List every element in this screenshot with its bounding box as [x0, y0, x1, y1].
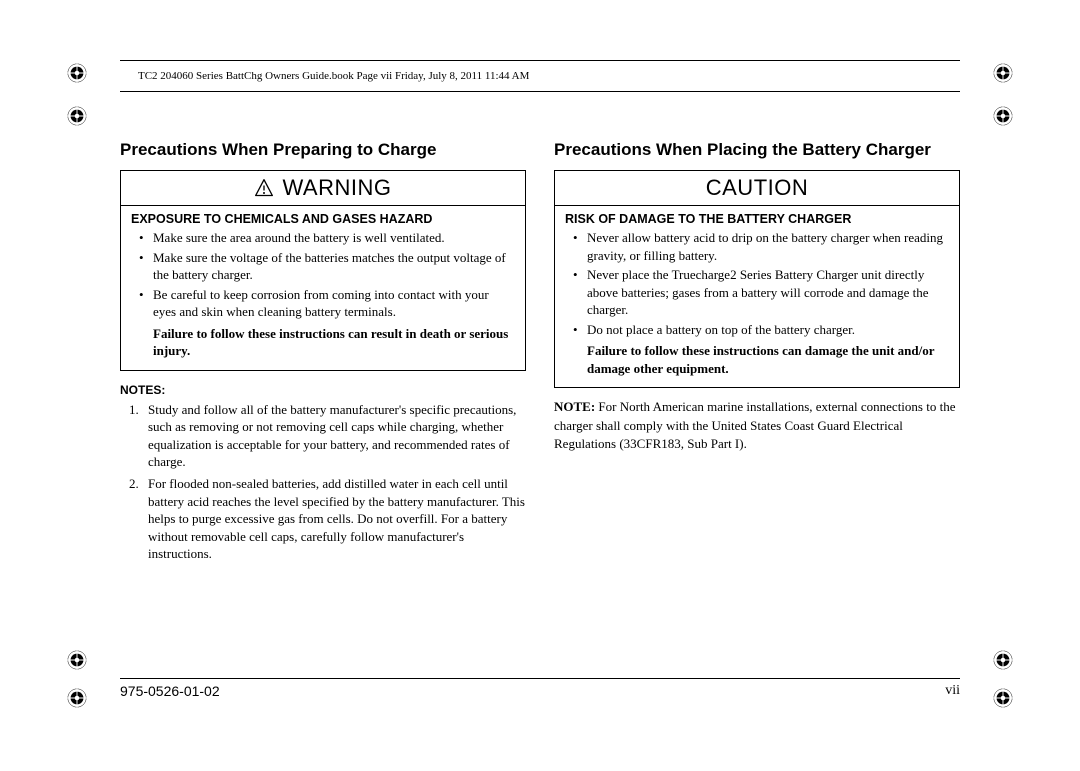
marine-note: NOTE: For North American marine installa…: [554, 398, 960, 453]
notes-label: NOTES:: [120, 383, 526, 397]
crop-mark-icon: [66, 105, 88, 127]
warning-header: WARNING: [121, 171, 525, 206]
caution-title: CAUTION: [706, 175, 809, 201]
crop-mark-icon: [66, 649, 88, 671]
crop-mark-icon: [66, 687, 88, 709]
warning-subheading: EXPOSURE TO CHEMICALS AND GASES HAZARD: [131, 212, 515, 226]
caution-header: CAUTION: [555, 171, 959, 206]
list-item: Never allow battery acid to drip on the …: [587, 229, 949, 264]
notes-list: Study and follow all of the battery manu…: [120, 401, 526, 563]
crop-mark-icon: [992, 687, 1014, 709]
list-item: For flooded non-sealed batteries, add di…: [142, 475, 526, 563]
list-item: Make sure the area around the battery is…: [153, 229, 515, 247]
list-item: Be careful to keep corrosion from coming…: [153, 286, 515, 321]
crop-mark-icon: [992, 649, 1014, 671]
caution-bullets: Never allow battery acid to drip on the …: [565, 229, 949, 338]
left-column: Precautions When Preparing to Charge WAR…: [120, 140, 526, 567]
list-item: Make sure the voltage of the batteries m…: [153, 249, 515, 284]
crop-mark-icon: [992, 105, 1014, 127]
header-rule: [120, 91, 960, 92]
page-number: vii: [945, 683, 960, 699]
section-heading-placing: Precautions When Placing the Battery Cha…: [554, 140, 960, 160]
warning-callout: WARNING EXPOSURE TO CHEMICALS AND GASES …: [120, 170, 526, 371]
caution-subheading: RISK OF DAMAGE TO THE BATTERY CHARGER: [565, 212, 949, 226]
footer-rule: [120, 678, 960, 679]
warning-consequence: Failure to follow these instructions can…: [131, 325, 515, 360]
note-text: For North American marine installations,…: [554, 399, 955, 450]
warning-title: WARNING: [282, 175, 391, 201]
list-item: Study and follow all of the battery manu…: [142, 401, 526, 471]
page-body: Precautions When Preparing to Charge WAR…: [120, 140, 960, 701]
running-head: TC2 204060 Series BattChg Owners Guide.b…: [138, 70, 529, 82]
header-rule: [120, 60, 960, 61]
list-item: Do not place a battery on top of the bat…: [587, 321, 949, 339]
list-item: Never place the Truecharge2 Series Batte…: [587, 266, 949, 319]
caution-callout: CAUTION RISK OF DAMAGE TO THE BATTERY CH…: [554, 170, 960, 388]
section-heading-preparing: Precautions When Preparing to Charge: [120, 140, 526, 160]
note-label: NOTE:: [554, 399, 595, 414]
warning-triangle-icon: [254, 178, 274, 198]
caution-consequence: Failure to follow these instructions can…: [565, 342, 949, 377]
warning-bullets: Make sure the area around the battery is…: [131, 229, 515, 321]
doc-number: 975-0526-01-02: [120, 683, 220, 699]
crop-mark-icon: [66, 62, 88, 84]
crop-mark-icon: [992, 62, 1014, 84]
right-column: Precautions When Placing the Battery Cha…: [554, 140, 960, 567]
